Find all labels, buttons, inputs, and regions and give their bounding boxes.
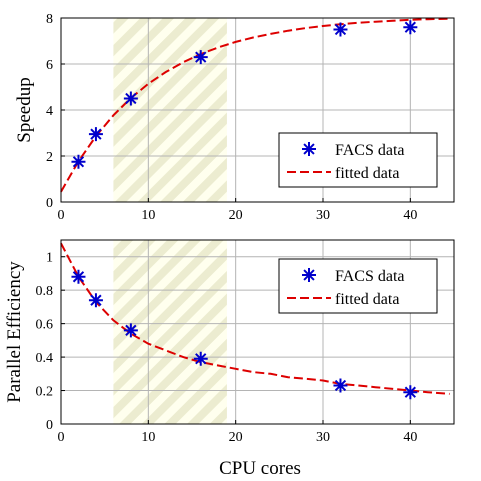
legend-label-facs: FACS data [335,268,404,285]
legend: FACS data fitted data [278,132,438,188]
y-tick-label: 0 [46,196,53,211]
facs-data-point [71,154,86,169]
legend-label-facs: FACS data [335,142,404,159]
axes-frame [60,239,455,425]
facs-data-point [88,127,103,142]
legend-label-fitted: fitted data [335,165,399,182]
x-tick-label: 20 [229,208,243,223]
y-tick-label: 4 [46,104,53,119]
x-tick-label: 40 [403,430,417,445]
legend-marker-facs [302,142,316,156]
y-tick-label: 2 [46,150,53,165]
x-tick-label: 0 [58,430,65,445]
y-tick-label: 0.8 [36,284,54,299]
legend-label-fitted: fitted data [335,291,399,308]
facs-data-point [193,50,208,65]
y-tick-label: 6 [46,58,53,73]
x-tick-label: 30 [316,430,330,445]
legend-marker-facs [302,268,316,282]
legend: FACS data fitted data [278,258,438,314]
facs-data-point [123,323,138,338]
y-axis-title: Speedup [14,77,35,142]
facs-data-point [71,269,86,284]
facs-data-point [88,293,103,308]
legend-box [278,258,438,314]
y-tick-label: 8 [46,12,53,27]
speedup-chart-panel: 0 10 20 30 40 0 2 4 6 8 Speedup FACS data fitted dat… [14,12,455,223]
facs-data-point [123,91,138,106]
x-tick-label: 30 [316,208,330,223]
x-tick-label: 0 [58,208,65,223]
legend-box [278,132,438,188]
efficiency-chart-panel: 0 10 20 30 40 0 0.2 0.4 0.6 0.8 1 Parallel Efficien… [4,239,455,445]
y-axis-title: Parallel Efficiency [4,261,25,403]
x-tick-label: 10 [141,430,155,445]
x-tick-label: 20 [229,430,243,445]
facs-data-point [333,22,348,37]
y-tick-label: 1 [46,251,53,266]
y-tick-label: 0 [46,418,53,433]
y-tick-label: 0.4 [36,351,54,366]
facs-data-point [193,351,208,366]
facs-data-point [403,20,418,35]
fitted-data-line [60,17,450,193]
facs-data-point [403,385,418,400]
x-tick-label: 10 [141,208,155,223]
x-tick-label: 40 [403,208,417,223]
facs-data-point [333,378,348,393]
x-axis-title: CPU cores [219,458,301,479]
y-tick-label: 0.6 [36,318,54,333]
fitted-data-line [60,242,450,395]
y-tick-label: 0.2 [36,385,54,400]
